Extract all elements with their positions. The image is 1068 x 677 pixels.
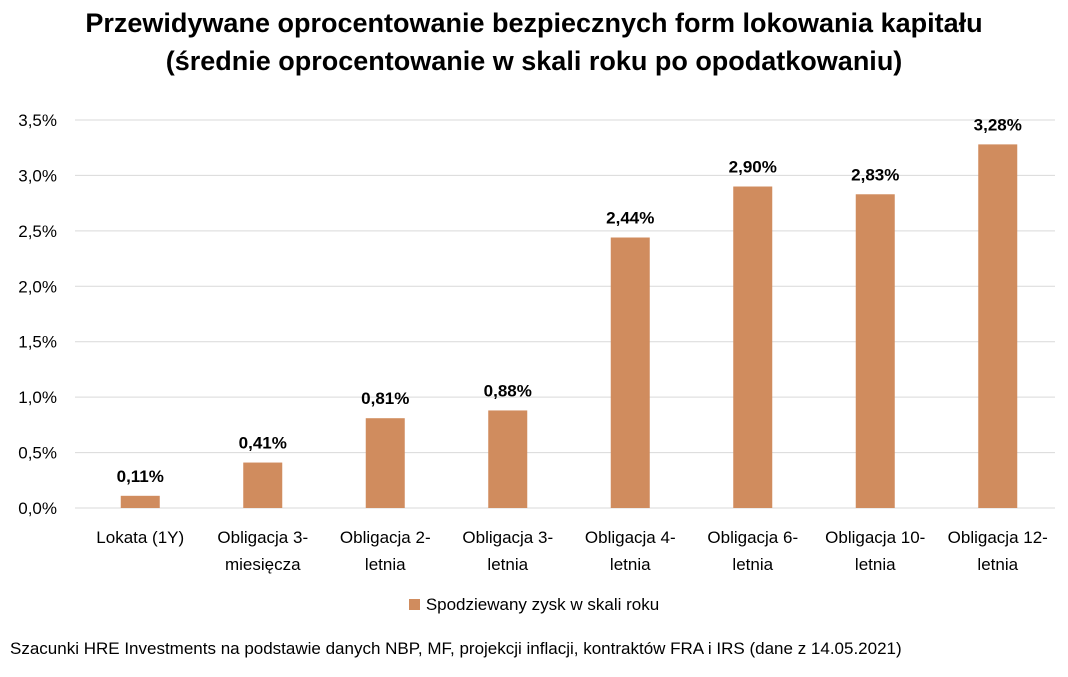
y-tick-label: 1,0%: [18, 388, 57, 407]
bar: [365, 418, 405, 508]
x-category-label: letnia: [977, 555, 1018, 574]
y-tick-label: 1,5%: [18, 333, 57, 352]
x-category-label: Obligacja 4-: [585, 528, 676, 547]
x-axis-category-labels: Lokata (1Y) Obligacja 3- miesięcza Obligacj…: [96, 528, 1048, 574]
x-category-label: miesięcza: [225, 555, 301, 574]
gridlines: [75, 119, 1055, 509]
x-category-label: letnia: [855, 555, 896, 574]
data-label: 3,28%: [974, 115, 1022, 134]
data-label: 2,83%: [851, 165, 899, 184]
data-label: 0,41%: [239, 434, 287, 453]
bar: [243, 462, 283, 508]
x-category-label: Obligacja 3-: [217, 528, 308, 547]
x-category-label: Lokata (1Y): [96, 528, 184, 547]
chart-title: Przewidywane oprocentowanie bezpiecznych…: [0, 4, 1068, 80]
y-tick-label: 0,5%: [18, 444, 57, 463]
x-category-label: Obligacja 3-: [462, 528, 553, 547]
data-label: 2,44%: [606, 209, 654, 228]
y-tick-label: 0,0%: [18, 499, 57, 518]
y-tick-label: 2,0%: [18, 277, 57, 296]
legend-label: Spodziewany zysk w skali roku: [425, 595, 660, 614]
bar: [855, 194, 895, 508]
bar: [978, 144, 1018, 509]
bar: [488, 410, 528, 508]
y-tick-label: 2,5%: [18, 222, 57, 241]
y-tick-label: 3,0%: [18, 166, 57, 185]
x-category-label: Obligacja 10-: [825, 528, 925, 547]
x-category-label: Obligacja 12-: [948, 528, 1048, 547]
data-label: 0,88%: [484, 381, 532, 400]
x-category-label: Obligacja 2-: [340, 528, 431, 547]
source-footnote: Szacunki HRE Investments na podstawie da…: [10, 639, 902, 658]
data-label: 0,81%: [361, 389, 409, 408]
y-tick-label: 3,5%: [18, 111, 57, 130]
data-label: 0,11%: [117, 467, 164, 486]
x-category-label: Obligacja 6-: [707, 528, 798, 547]
x-category-label: letnia: [365, 555, 406, 574]
bars: [120, 144, 1018, 509]
x-category-label: letnia: [732, 555, 773, 574]
y-axis-tick-labels: 0,0% 0,5% 1,0% 1,5% 2,0% 2,5% 3,0% 3,5%: [18, 111, 57, 518]
bar: [610, 237, 650, 508]
chart-title-line-2: (średnie oprocentowanie w skali roku po …: [165, 46, 903, 76]
data-labels: 0,11% 0,41% 0,81% 0,88% 2,44% 2,90% 2,83% 3,28%: [117, 115, 1022, 485]
legend-swatch: [408, 599, 420, 610]
x-category-label: letnia: [487, 555, 528, 574]
chart-title-line-1: Przewidywane oprocentowanie bezpiecznych…: [85, 8, 983, 38]
x-category-label: letnia: [610, 555, 651, 574]
data-label: 2,90%: [729, 158, 777, 177]
legend: Spodziewany zysk w skali roku: [0, 594, 1068, 616]
bar: [120, 495, 160, 508]
bar: [733, 186, 773, 508]
